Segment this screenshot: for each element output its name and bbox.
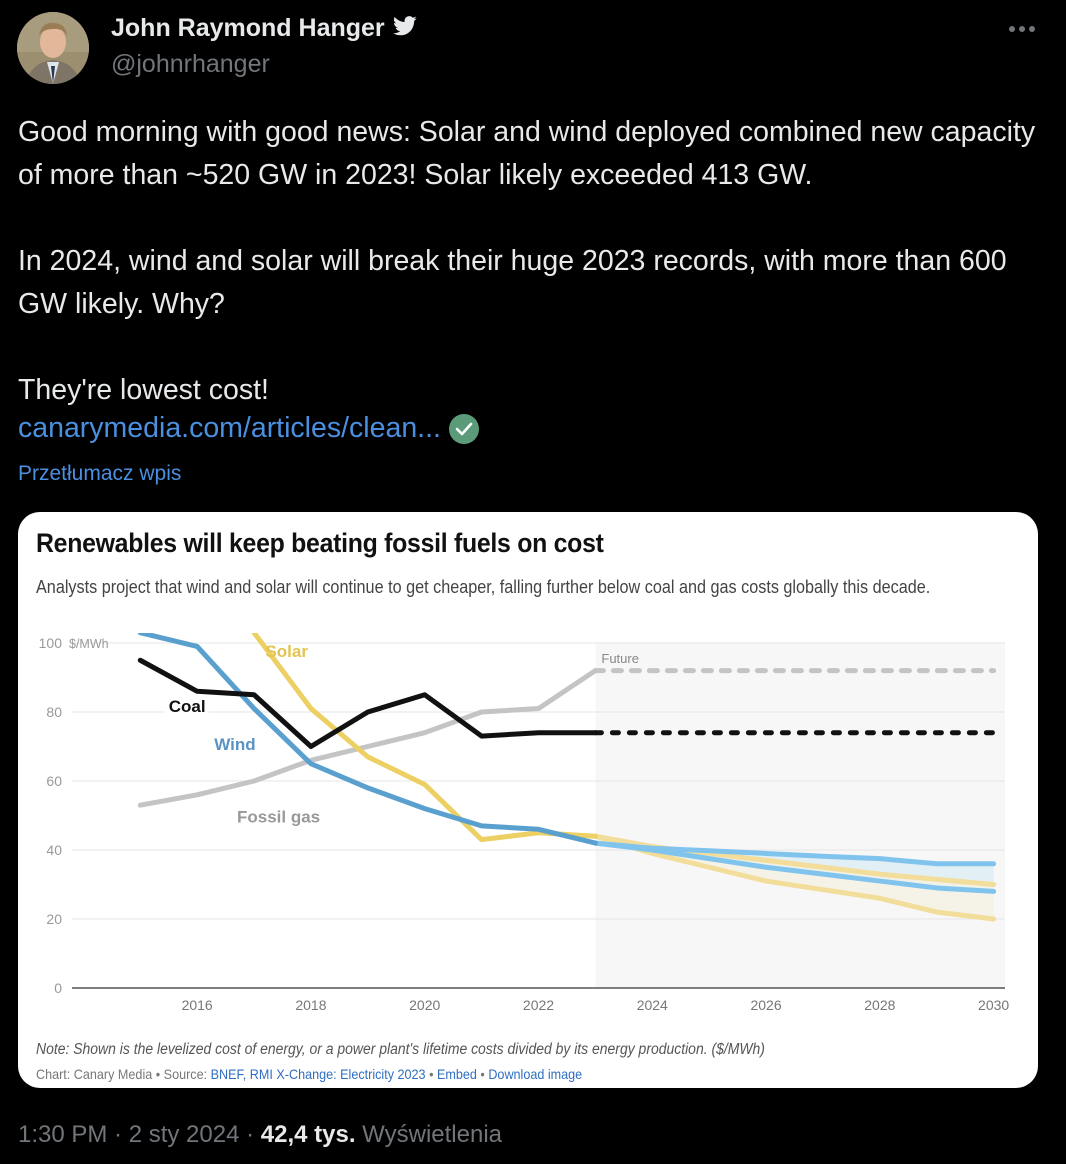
y-tick-label: 0 [54, 980, 62, 996]
x-tick-label: 2024 [637, 997, 668, 1013]
line-chart: Future 0 20 40 60 80 100 $/MWh 2016 2018 2020 2022 2… [39, 633, 1009, 1013]
more-dot-icon [1009, 26, 1015, 32]
series-label-wind: Wind [214, 735, 255, 754]
credits-separator: • [425, 1066, 437, 1082]
x-tick-label: 2030 [978, 997, 1009, 1013]
wind-projection-upper [592, 840, 997, 867]
chart-title: Renewables will keep beating fossil fuel… [36, 528, 604, 558]
x-tick-label: 2018 [295, 997, 326, 1013]
x-tick-label: 2028 [864, 997, 895, 1013]
y-tick-label: 80 [46, 704, 62, 720]
fossil-gas-line [137, 668, 598, 808]
article-link-text[interactable]: canarymedia.com/articles/clean... [18, 412, 441, 444]
coal-line [137, 657, 598, 749]
author-name[interactable]: John Raymond Hanger [111, 14, 385, 42]
future-region [595, 643, 1005, 988]
future-label: Future [601, 651, 639, 666]
y-tick-label: 60 [46, 773, 62, 789]
tweet-meta: 1:30 PM · 2 sty 2024 · 42,4 tys. Wyświet… [18, 1121, 502, 1149]
source-link[interactable]: BNEF, RMI X-Change: Electricity 2023 [210, 1066, 426, 1082]
avatar-photo [17, 12, 89, 84]
article-link[interactable]: canarymedia.com/articles/clean... [18, 412, 479, 445]
x-tick-label: 2022 [523, 997, 554, 1013]
chart-note: Note: Shown is the levelized cost of ene… [36, 1041, 765, 1058]
author-handle[interactable]: @johnrhanger [111, 50, 270, 78]
twitter-bird-icon [392, 14, 417, 43]
wind-line [137, 633, 598, 846]
translate-post-link[interactable]: Przetłumacz wpis [18, 462, 182, 485]
author-name-row[interactable]: John Raymond Hanger [111, 14, 417, 43]
chart-credits: Chart: Canary Media • Source: BNEF, RMI … [36, 1066, 582, 1082]
more-dot-icon [1029, 26, 1035, 32]
x-tick-label: 2020 [409, 997, 440, 1013]
chart-subtitle: Analysts project that wind and solar wil… [36, 577, 931, 597]
chart-card[interactable]: Renewables will keep beating fossil fuel… [18, 512, 1038, 1088]
more-options-button[interactable] [1007, 22, 1037, 36]
timestamp[interactable]: 1:30 PM · 2 sty 2024 · [18, 1121, 261, 1148]
avatar[interactable] [17, 12, 89, 84]
check-icon [448, 413, 479, 444]
y-tick-label: 100 [39, 635, 63, 651]
credits-prefix: Chart: Canary Media • Source: [36, 1066, 211, 1082]
credits-separator: • [476, 1066, 489, 1082]
more-dot-icon [1019, 26, 1025, 32]
views-count: 42,4 tys. [260, 1121, 356, 1148]
solar-line [251, 633, 598, 843]
y-tick-label: 20 [46, 911, 62, 927]
solar-projection-lower [592, 833, 997, 922]
x-tick-label: 2026 [750, 997, 781, 1013]
coal-label-background [164, 697, 209, 717]
views-label: Wyświetlenia [355, 1121, 503, 1148]
series-label-solar: Solar [265, 642, 308, 661]
embed-link[interactable]: Embed [436, 1066, 477, 1082]
plot-area [137, 633, 997, 922]
series-label-fossil-gas: Fossil gas [237, 807, 320, 826]
download-image-link[interactable]: Download image [488, 1066, 583, 1082]
y-unit-label: $/MWh [69, 637, 109, 651]
wind-projection-lower [592, 840, 997, 894]
x-tick-label: 2016 [182, 997, 213, 1013]
tweet-text: Good morning with good news: Solar and w… [18, 116, 1036, 406]
series-label-coal: Coal [169, 697, 206, 716]
y-tick-label: 40 [46, 842, 62, 858]
